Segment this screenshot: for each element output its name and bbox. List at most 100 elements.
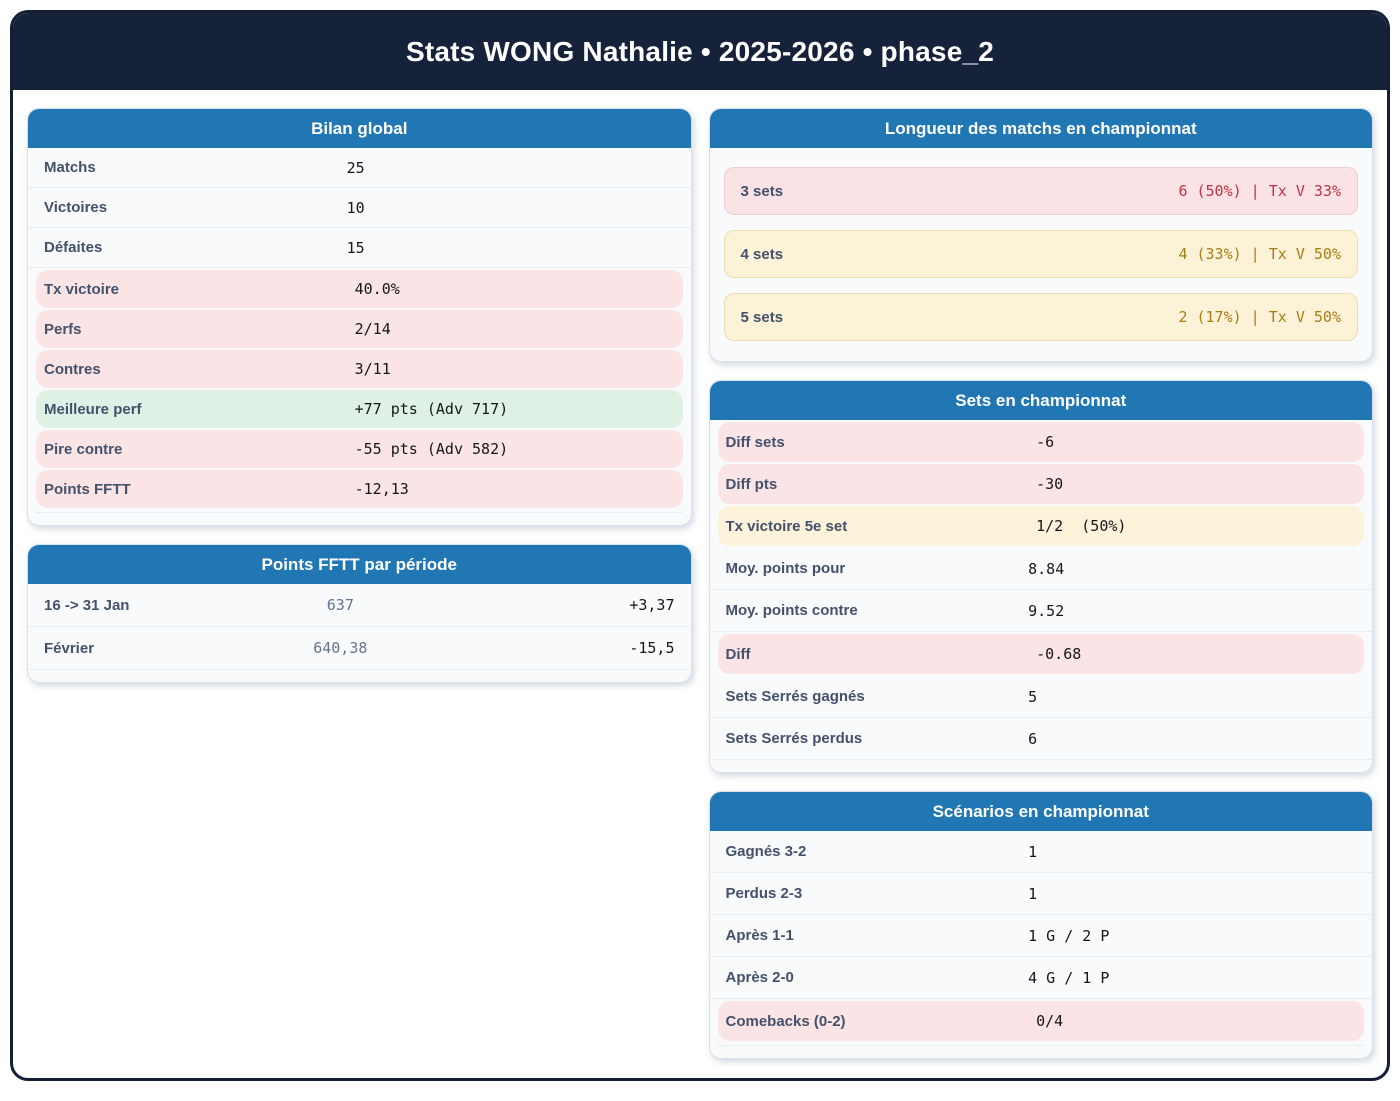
stat-row-contres: Contres 3/11 xyxy=(36,350,683,388)
right-column: Longueur des matchs en championnat 3 set… xyxy=(708,108,1373,1059)
stat-value: 1 xyxy=(1028,842,1038,861)
stat-row-sets-serres-gagnes: Sets Serrés gagnés 5 xyxy=(709,676,1372,718)
stat-row-points-fftt: Points FFTT -12,13 xyxy=(36,470,683,508)
stat-value: 4 G / 1 P xyxy=(1028,968,1110,987)
stat-value: 0/4 xyxy=(1036,1012,1064,1030)
stat-value: 10 xyxy=(346,198,365,217)
title-bar: Stats WONG Nathalie • 2025-2026 • phase_… xyxy=(13,13,1387,90)
card-title: Sets en championnat xyxy=(955,390,1127,410)
card-body-sets: Diff sets -6 Diff pts -30 Tx victoire 5e… xyxy=(709,422,1372,772)
stat-row-perfs: Perfs 2/14 xyxy=(36,310,683,348)
stat-label: Meilleure perf xyxy=(44,400,142,418)
period-delta: -15,5 xyxy=(629,639,675,657)
stat-value: 1/2 (50%) xyxy=(1036,517,1127,535)
stat-row-diff: Diff -0.68 xyxy=(717,634,1364,674)
card-header-scenarios: Scénarios en championnat xyxy=(709,792,1372,831)
stat-row-matchs: Matchs 25 xyxy=(28,148,691,188)
period-label: 16 -> 31 Jan xyxy=(44,596,130,614)
stat-row-perdus-2-3: Perdus 2-3 1 xyxy=(709,873,1372,915)
stat-label: Comebacks (0-2) xyxy=(725,1012,846,1030)
stat-value: +77 pts (Adv 717) xyxy=(354,400,509,418)
stat-value: -55 pts (Adv 582) xyxy=(354,440,509,458)
stat-label: Points FFTT xyxy=(44,480,131,498)
pill-label: 4 sets xyxy=(740,245,784,263)
stat-label: Défaites xyxy=(44,239,103,256)
period-points: 640,38 xyxy=(313,639,368,657)
stat-label: Perfs xyxy=(44,320,82,338)
card-longueur-matchs: Longueur des matchs en championnat 3 set… xyxy=(708,108,1373,362)
card-title: Longueur des matchs en championnat xyxy=(884,118,1197,138)
stat-label: Moy. points pour xyxy=(725,560,846,577)
stat-row-defaites: Défaites 15 xyxy=(28,228,691,268)
card-sets-championnat: Sets en championnat Diff sets -6 Diff pt… xyxy=(708,380,1373,773)
stat-label: Diff sets xyxy=(725,433,785,451)
stat-label: Pire contre xyxy=(44,440,123,458)
stat-row-moy-points-pour: Moy. points pour 8.84 xyxy=(709,548,1372,590)
stat-label: Sets Serrés perdus xyxy=(725,730,863,747)
card-body-bilan: Matchs 25 Victoires 10 Défaites 15 Tx vi… xyxy=(28,148,691,525)
card-points-periode: Points FFTT par période 16 -> 31 Jan 637… xyxy=(27,544,692,683)
stat-value: 3/11 xyxy=(354,360,391,378)
stat-label: Tx victoire 5e set xyxy=(725,517,848,535)
pill-label: 5 sets xyxy=(740,308,784,326)
stat-label: Après 1-1 xyxy=(725,927,794,944)
stat-row-diff-sets: Diff sets -6 xyxy=(717,422,1364,462)
page-title: Stats WONG Nathalie • 2025-2026 • phase_… xyxy=(405,35,995,67)
stat-row-apres-1-1: Après 1-1 1 G / 2 P xyxy=(709,915,1372,957)
stat-row-moy-points-contre: Moy. points contre 9.52 xyxy=(709,590,1372,632)
divider xyxy=(36,512,683,513)
pill-label: 3 sets xyxy=(740,182,784,200)
stat-label: Perdus 2-3 xyxy=(725,885,803,902)
stat-value: -30 xyxy=(1036,475,1064,493)
pill-row-3-sets: 3 sets 6 (50%) | Tx V 33% xyxy=(723,167,1358,215)
stat-row-meilleure-perf: Meilleure perf +77 pts (Adv 717) xyxy=(36,390,683,428)
stat-value: 8.84 xyxy=(1028,559,1065,578)
stat-value: -0.68 xyxy=(1036,645,1082,663)
stat-row-tx-5e-set: Tx victoire 5e set 1/2 (50%) xyxy=(717,506,1364,546)
stat-label: Diff xyxy=(725,645,751,663)
period-delta: +3,37 xyxy=(629,596,675,614)
stat-row-diff-pts: Diff pts -30 xyxy=(717,464,1364,504)
stat-label: Après 2-0 xyxy=(725,969,794,986)
pill-row-4-sets: 4 sets 4 (33%) | Tx V 50% xyxy=(723,230,1358,278)
pill-value: 6 (50%) | Tx V 33% xyxy=(1178,182,1341,200)
pill-row-5-sets: 5 sets 2 (17%) | Tx V 50% xyxy=(723,293,1358,341)
stat-label: Gagnés 3-2 xyxy=(725,843,807,860)
stat-row-comebacks: Comebacks (0-2) 0/4 xyxy=(717,1001,1364,1041)
card-title: Scénarios en championnat xyxy=(932,801,1149,821)
stat-value: 15 xyxy=(346,238,365,257)
page-container: Stats WONG Nathalie • 2025-2026 • phase_… xyxy=(10,10,1390,1081)
left-column: Bilan global Matchs 25 Victoires 10 Défa… xyxy=(27,108,692,1059)
stat-value: 1 G / 2 P xyxy=(1028,926,1110,945)
stat-value: 2/14 xyxy=(354,320,391,338)
stat-value: 1 xyxy=(1028,884,1038,903)
period-row-jan: 16 -> 31 Jan 637 +3,37 xyxy=(28,584,691,627)
card-scenarios: Scénarios en championnat Gagnés 3-2 1 Pe… xyxy=(708,791,1373,1059)
card-title: Points FFTT par période xyxy=(261,554,457,574)
stat-label: Diff pts xyxy=(725,475,778,493)
card-bilan-global: Bilan global Matchs 25 Victoires 10 Défa… xyxy=(27,108,692,526)
period-points: 637 xyxy=(326,596,354,614)
stat-row-tx-victoire: Tx victoire 40.0% xyxy=(36,270,683,308)
stat-row-pire-contre: Pire contre -55 pts (Adv 582) xyxy=(36,430,683,468)
divider xyxy=(717,1045,1364,1046)
stat-label: Matchs xyxy=(44,159,96,176)
stat-row-gagnes-3-2: Gagnés 3-2 1 xyxy=(709,831,1372,873)
stat-value: -6 xyxy=(1036,433,1055,451)
card-header-longueur: Longueur des matchs en championnat xyxy=(709,109,1372,148)
card-body-periodes: 16 -> 31 Jan 637 +3,37 Février 640,38 -1… xyxy=(28,584,691,682)
stat-row-apres-2-0: Après 2-0 4 G / 1 P xyxy=(709,957,1372,999)
stat-row-victoires: Victoires 10 xyxy=(28,188,691,228)
pill-value: 4 (33%) | Tx V 50% xyxy=(1178,245,1341,263)
card-body-longueur: 3 sets 6 (50%) | Tx V 33% 4 sets 4 (33%)… xyxy=(710,148,1373,361)
stat-label: Tx victoire xyxy=(44,280,120,298)
stat-label: Sets Serrés gagnés xyxy=(725,688,865,705)
card-header-bilan: Bilan global xyxy=(28,109,691,148)
card-header-sets: Sets en championnat xyxy=(709,381,1372,420)
period-label: Février xyxy=(44,639,95,657)
card-header-periodes: Points FFTT par période xyxy=(28,545,691,584)
stat-value: 9.52 xyxy=(1028,601,1065,620)
stat-value: 5 xyxy=(1028,687,1038,706)
main-content: Bilan global Matchs 25 Victoires 10 Défa… xyxy=(13,90,1387,1059)
stat-value: -12,13 xyxy=(354,480,409,498)
